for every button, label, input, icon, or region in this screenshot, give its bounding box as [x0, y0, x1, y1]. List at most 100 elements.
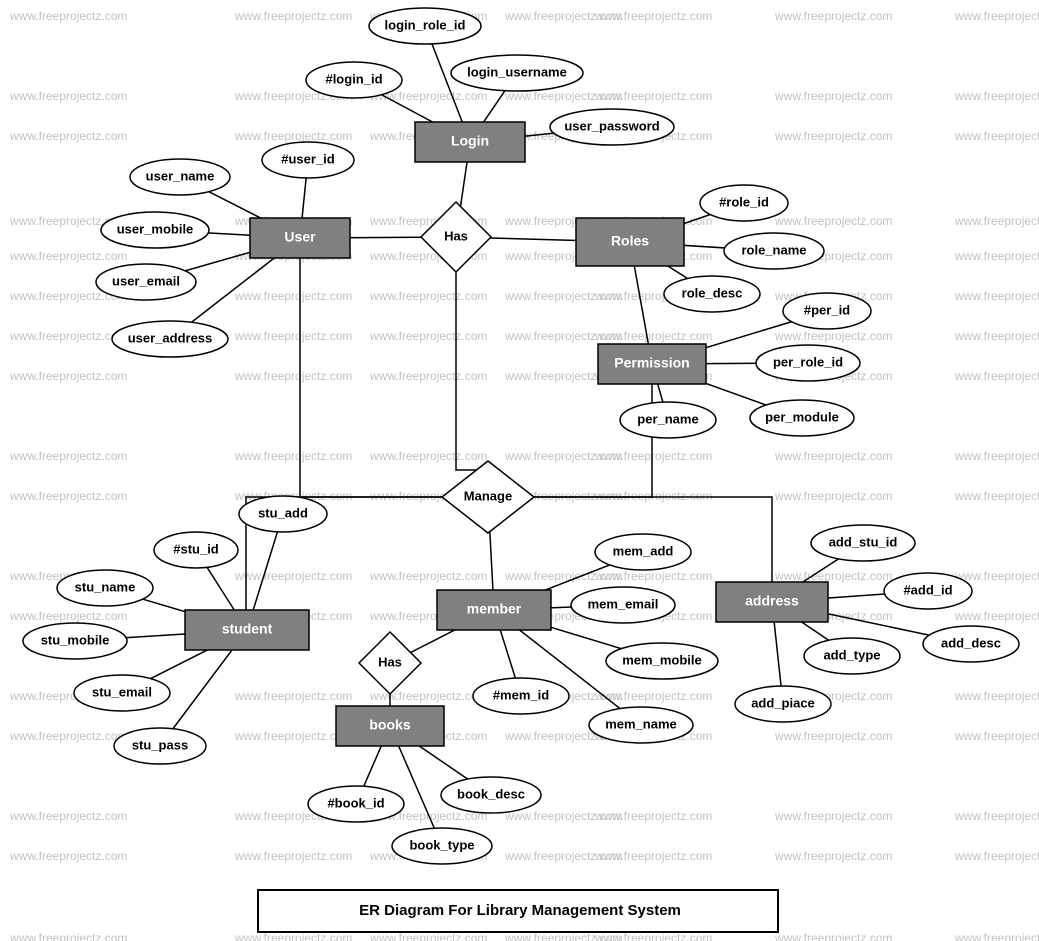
attribute-label: stu_add — [258, 505, 308, 520]
watermark-text: www.freeprojectz.com — [369, 369, 487, 383]
attribute-label: add_stu_id — [829, 534, 898, 549]
attribute-label: #role_id — [719, 194, 769, 209]
watermark-text: www.freeprojectz.com — [9, 609, 127, 623]
attribute-label: #mem_id — [493, 687, 549, 702]
watermark-text: www.freeprojectz.com — [954, 249, 1039, 263]
watermark-text: www.freeprojectz.com — [954, 609, 1039, 623]
watermark-text: www.freeprojectz.com — [774, 931, 892, 941]
watermark-text: www.freeprojectz.com — [954, 809, 1039, 823]
attribute-label: #add_id — [903, 582, 952, 597]
attribute-label: user_email — [112, 273, 180, 288]
attribute-label: role_desc — [682, 285, 743, 300]
attribute-label: login_username — [467, 64, 567, 79]
watermark-text: www.freeprojectz.com — [594, 329, 712, 343]
watermark-text: www.freeprojectz.com — [774, 329, 892, 343]
attribute-label: add_type — [823, 647, 880, 662]
watermark-text: www.freeprojectz.com — [954, 369, 1039, 383]
diagram-title: ER Diagram For Library Management System — [359, 902, 681, 919]
watermark-text: www.freeprojectz.com — [954, 89, 1039, 103]
watermark-text: www.freeprojectz.com — [9, 89, 127, 103]
watermark-text: www.freeprojectz.com — [234, 9, 352, 23]
watermark-text: www.freeprojectz.com — [234, 849, 352, 863]
watermark-text: www.freeprojectz.com — [594, 489, 712, 503]
attribute-label: mem_mobile — [622, 652, 701, 667]
watermark-text: www.freeprojectz.com — [369, 449, 487, 463]
attribute-label: stu_name — [75, 579, 136, 594]
watermark-text: www.freeprojectz.com — [954, 489, 1039, 503]
watermark-text: www.freeprojectz.com — [594, 849, 712, 863]
watermark-text: www.freeprojectz.com — [774, 729, 892, 743]
watermark-text: www.freeprojectz.com — [594, 569, 712, 583]
watermark-text: www.freeprojectz.com — [9, 849, 127, 863]
watermark-text: www.freeprojectz.com — [774, 569, 892, 583]
watermark-text: www.freeprojectz.com — [954, 729, 1039, 743]
er-diagram-svg: www.freeprojectz.com www.freeprojectz.com… — [0, 0, 1039, 941]
watermark-text: www.freeprojectz.com — [594, 89, 712, 103]
watermark-text: www.freeprojectz.com — [9, 369, 127, 383]
watermark-text: www.freeprojectz.com — [594, 449, 712, 463]
relationship-label: Manage — [464, 488, 512, 503]
watermark-text: www.freeprojectz.com — [9, 931, 127, 941]
relationship-label: Has — [444, 228, 468, 243]
watermark-text: www.freeprojectz.com — [954, 9, 1039, 23]
entity-label: Roles — [611, 233, 649, 249]
watermark-text: www.freeprojectz.com — [954, 449, 1039, 463]
attribute-label: stu_email — [92, 684, 152, 699]
attribute-label: user_name — [146, 168, 215, 183]
attribute-label: add_desc — [941, 635, 1001, 650]
attribute-label: #per_id — [804, 302, 850, 317]
attribute-label: mem_name — [605, 716, 677, 731]
watermark-text: www.freeprojectz.com — [774, 809, 892, 823]
watermark-text: www.freeprojectz.com — [9, 9, 127, 23]
watermark-text: www.freeprojectz.com — [774, 129, 892, 143]
watermark-text: www.freeprojectz.com — [954, 849, 1039, 863]
attribute-label: #user_id — [281, 151, 335, 166]
attribute-label: stu_mobile — [41, 632, 110, 647]
watermark-text: www.freeprojectz.com — [234, 729, 352, 743]
attribute-label: user_address — [128, 330, 213, 345]
watermark-text: www.freeprojectz.com — [369, 289, 487, 303]
watermark-text: www.freeprojectz.com — [234, 289, 352, 303]
watermark-text: www.freeprojectz.com — [954, 569, 1039, 583]
attribute-label: role_name — [741, 242, 806, 257]
watermark-text: www.freeprojectz.com — [954, 289, 1039, 303]
attribute-label: book_desc — [457, 786, 525, 801]
attribute-label: per_module — [765, 409, 839, 424]
watermark-text: www.freeprojectz.com — [774, 449, 892, 463]
watermark-text: www.freeprojectz.com — [954, 214, 1039, 228]
watermark-text: www.freeprojectz.com — [594, 809, 712, 823]
attribute-label: per_role_id — [773, 354, 843, 369]
attribute-label: #stu_id — [173, 541, 219, 556]
watermark-text: www.freeprojectz.com — [954, 689, 1039, 703]
entity-label: member — [467, 601, 522, 617]
watermark-text: www.freeprojectz.com — [234, 689, 352, 703]
attribute-label: book_type — [409, 837, 474, 852]
attribute-label: user_mobile — [117, 221, 194, 236]
watermark-text: www.freeprojectz.com — [9, 729, 127, 743]
attribute-label: login_role_id — [385, 17, 466, 32]
attribute-label: mem_add — [613, 543, 674, 558]
entity-label: User — [284, 229, 316, 245]
watermark-text: www.freeprojectz.com — [9, 809, 127, 823]
attribute-label: #login_id — [325, 71, 382, 86]
watermark-text: www.freeprojectz.com — [9, 329, 127, 343]
attribute-label: user_password — [564, 118, 659, 133]
watermark-text: www.freeprojectz.com — [594, 9, 712, 23]
rel-edge — [534, 384, 652, 497]
watermark-text: www.freeprojectz.com — [9, 249, 127, 263]
attribute-label: mem_email — [588, 596, 659, 611]
watermark-text: www.freeprojectz.com — [234, 569, 352, 583]
watermark-text: www.freeprojectz.com — [234, 129, 352, 143]
watermark-text: www.freeprojectz.com — [774, 214, 892, 228]
attribute-label: per_name — [637, 411, 698, 426]
entity-label: student — [222, 621, 273, 637]
watermark-text: www.freeprojectz.com — [954, 931, 1039, 941]
watermark-text: www.freeprojectz.com — [954, 329, 1039, 343]
watermark-text: www.freeprojectz.com — [234, 369, 352, 383]
watermark-text: www.freeprojectz.com — [234, 329, 352, 343]
entity-label: books — [369, 717, 410, 733]
watermark-text: www.freeprojectz.com — [594, 689, 712, 703]
watermark-text: www.freeprojectz.com — [234, 449, 352, 463]
entity-label: address — [745, 593, 799, 609]
relationship-label: Has — [378, 654, 402, 669]
